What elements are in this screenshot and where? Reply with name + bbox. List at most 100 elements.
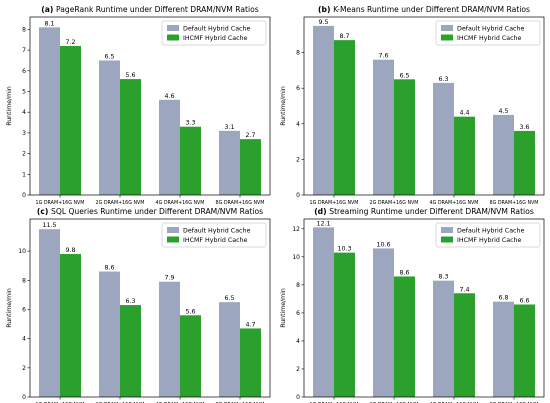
chart-title: (d) Streaming Runtime under Different DR…	[314, 207, 534, 216]
data-label: 9.5	[318, 19, 328, 26]
y-tick-label: 8	[22, 277, 26, 284]
plot-frame	[29, 16, 271, 196]
x-tick-label: 4G DRAM+16G NVM	[156, 200, 205, 206]
y-axis-label: Runtime/min	[280, 86, 287, 126]
bar-ihcmf-1	[120, 305, 141, 397]
x-tick-label: 2G DRAM+16G NVM	[96, 200, 145, 206]
y-tick-label: 2	[22, 151, 26, 158]
data-label: 6.5	[104, 53, 114, 60]
y-tick-label: 8	[22, 26, 26, 33]
y-tick-label: 10	[292, 254, 300, 261]
y-axis-label: Runtime/min	[6, 288, 13, 328]
legend-swatch-1	[167, 34, 179, 41]
y-tick-label: 7	[22, 47, 26, 54]
bar-default-0	[313, 25, 334, 196]
bar-ihcmf-2	[454, 293, 475, 397]
plot-frame	[29, 218, 271, 398]
legend-swatch-0	[441, 227, 453, 233]
data-label: 7.4	[459, 286, 469, 293]
legend-swatch-0	[167, 25, 179, 31]
y-tick-label: 10	[18, 248, 26, 255]
data-label: 6.5	[224, 295, 234, 302]
bar-default-0	[39, 229, 60, 397]
y-tick-label: 2	[296, 156, 300, 163]
data-label: 8.6	[399, 269, 409, 276]
data-label: 2.7	[245, 132, 255, 139]
data-label: 4.4	[459, 110, 469, 117]
data-label: 6.5	[399, 72, 409, 79]
bar-ihcmf-3	[240, 139, 261, 195]
chart-title-text: SQL Queries Runtime under Different DRAM…	[51, 207, 263, 216]
chart-title-text: Streaming Runtime under Different DRAM/N…	[329, 207, 534, 216]
plot-frame	[303, 218, 545, 398]
data-label: 7.6	[378, 53, 388, 60]
legend-swatch-1	[441, 34, 453, 41]
chart-title: (a) PageRank Runtime under Different DRA…	[41, 5, 258, 14]
chart-title: (b) K-Means Runtime under Different DRAM…	[318, 5, 530, 14]
data-label: 9.8	[65, 247, 75, 254]
data-label: 8.6	[104, 265, 114, 272]
y-tick-label: 2	[296, 366, 300, 373]
y-axis-label: Runtime/min	[280, 288, 287, 328]
chart-title-label: (a)	[41, 5, 53, 14]
y-tick-label: 6	[296, 85, 300, 92]
y-tick-label: 4	[296, 338, 300, 345]
bar-default-1	[99, 271, 120, 397]
y-tick-label: 4	[296, 121, 300, 128]
legend-entry-1: IHCMF Hybrid Cache	[457, 35, 522, 42]
legend-entry-1: IHCMF Hybrid Cache	[457, 237, 522, 244]
y-tick-label: 6	[22, 306, 26, 313]
chart-title-text: PageRank Runtime under Different DRAM/NV…	[56, 5, 259, 14]
chart-title-label: (c)	[37, 207, 48, 216]
bar-ihcmf-0	[334, 40, 355, 195]
chart-panel-1: (b) K-Means Runtime under Different DRAM…	[280, 5, 545, 206]
data-label: 11.5	[42, 222, 56, 229]
bar-default-2	[433, 82, 454, 195]
chart-panel-0: (a) PageRank Runtime under Different DRA…	[6, 5, 271, 206]
bar-ihcmf-0	[334, 252, 355, 397]
y-tick-label: 0	[22, 394, 26, 401]
chart-panel-3: (d) Streaming Runtime under Different DR…	[280, 207, 545, 403]
x-tick-label: 1G DRAM+16G NVM	[310, 200, 359, 206]
legend-box	[435, 222, 541, 248]
legend-entry-0: Default Hybrid Cache	[457, 26, 525, 33]
y-tick-label: 12	[292, 226, 300, 233]
x-tick-label: 1G DRAM+16G NVM	[36, 200, 85, 206]
bar-default-2	[159, 281, 180, 397]
chart-title-label: (b)	[318, 5, 330, 14]
y-axis-label: Runtime/min	[6, 86, 13, 126]
chart-title-label: (d)	[314, 207, 326, 216]
data-label: 6.8	[498, 295, 508, 302]
data-label: 8.1	[44, 20, 54, 27]
bar-default-0	[39, 27, 60, 195]
y-tick-label: 4	[22, 109, 26, 116]
data-label: 7.9	[164, 275, 174, 282]
y-tick-label: 0	[22, 192, 26, 199]
data-label: 10.6	[376, 241, 390, 248]
y-tick-label: 0	[296, 394, 300, 401]
bar-default-3	[493, 114, 514, 195]
y-tick-label: 1	[22, 171, 26, 178]
y-tick-label: 3	[22, 130, 26, 137]
bar-ihcmf-2	[180, 126, 201, 195]
bar-default-1	[373, 248, 394, 397]
data-label: 4.7	[245, 321, 255, 328]
data-label: 3.1	[224, 124, 234, 131]
bar-ihcmf-3	[514, 130, 535, 195]
legend-swatch-1	[441, 236, 453, 243]
legend-swatch-1	[167, 236, 179, 243]
y-tick-label: 4	[22, 336, 26, 343]
y-tick-label: 8	[296, 282, 300, 289]
legend-box	[161, 222, 267, 248]
data-label: 8.7	[339, 33, 349, 40]
data-label: 6.6	[519, 298, 529, 305]
plot-frame	[303, 16, 545, 196]
bar-default-2	[159, 99, 180, 195]
bar-ihcmf-1	[120, 79, 141, 195]
bar-ihcmf-1	[394, 276, 415, 397]
bar-default-3	[219, 302, 240, 397]
data-label: 6.3	[125, 298, 135, 305]
bar-ihcmf-0	[60, 254, 81, 397]
bar-default-0	[313, 227, 334, 397]
legend-box	[161, 20, 267, 46]
